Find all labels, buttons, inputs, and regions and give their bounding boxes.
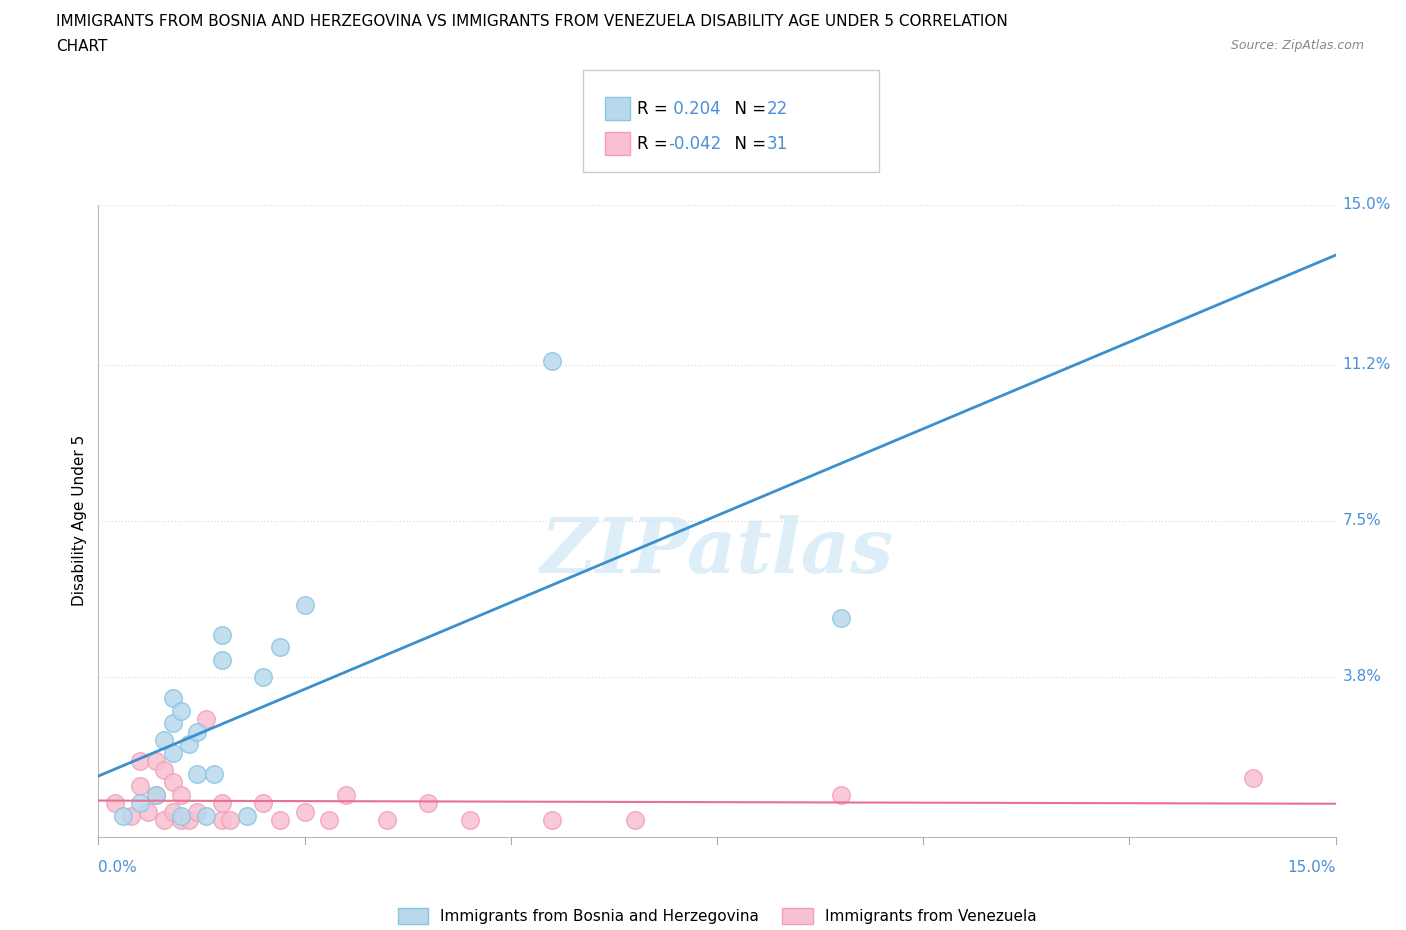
Point (179, 737, 201, 751)
Point (252, 796, 274, 811)
Text: 7.5%: 7.5% (1343, 513, 1382, 528)
Point (186, 804, 208, 819)
Point (162, 804, 184, 819)
Text: 22: 22 (766, 100, 787, 118)
Point (162, 745, 184, 760)
Point (153, 813, 176, 828)
Text: 31: 31 (766, 135, 787, 153)
Point (162, 775, 184, 790)
Point (211, 653, 233, 668)
Point (194, 808, 217, 823)
Point (145, 753, 167, 768)
Point (294, 598, 316, 613)
Point (153, 762, 176, 777)
Point (211, 813, 233, 828)
Point (252, 670, 274, 684)
Point (236, 808, 259, 823)
Point (170, 788, 193, 803)
Point (162, 716, 184, 731)
Point (830, 788, 852, 803)
Point (145, 788, 167, 803)
Y-axis label: Disability Age Under 5: Disability Age Under 5 (72, 435, 87, 606)
Point (170, 703, 193, 718)
Point (186, 766, 208, 781)
Point (375, 813, 398, 828)
Text: IMMIGRANTS FROM BOSNIA AND HERZEGOVINA VS IMMIGRANTS FROM VENEZUELA DISABILITY A: IMMIGRANTS FROM BOSNIA AND HERZEGOVINA V… (56, 14, 1008, 29)
Point (153, 733, 176, 748)
Text: R =: R = (637, 100, 673, 118)
Text: N =: N = (724, 100, 772, 118)
Point (136, 804, 159, 819)
Point (335, 788, 357, 803)
Point (145, 788, 167, 803)
Text: R =: R = (637, 135, 673, 153)
Point (318, 813, 340, 828)
Point (541, 353, 564, 368)
Point (830, 610, 852, 625)
Point (162, 690, 184, 705)
Text: 15.0%: 15.0% (1343, 197, 1391, 212)
Point (120, 808, 142, 823)
Point (211, 796, 233, 811)
Point (202, 766, 225, 781)
Point (112, 808, 135, 823)
Point (128, 779, 150, 794)
Point (128, 796, 150, 811)
Point (170, 808, 193, 823)
Point (623, 813, 645, 828)
Text: 15.0%: 15.0% (1288, 860, 1336, 875)
Point (458, 813, 481, 828)
Point (211, 627, 233, 642)
Point (418, 796, 440, 811)
Text: 3.8%: 3.8% (1343, 670, 1382, 684)
Text: 0.0%: 0.0% (98, 860, 138, 875)
Point (194, 711, 217, 726)
Point (269, 813, 291, 828)
Point (179, 813, 201, 828)
Text: ZIPatlas: ZIPatlas (540, 515, 894, 590)
Point (170, 813, 193, 828)
Text: 11.2%: 11.2% (1343, 357, 1391, 372)
Point (128, 753, 150, 768)
Point (186, 724, 208, 739)
Text: 0.204: 0.204 (668, 100, 720, 118)
Point (1241, 771, 1264, 786)
Point (104, 796, 127, 811)
Text: CHART: CHART (56, 39, 108, 54)
Legend: Immigrants from Bosnia and Herzegovina, Immigrants from Venezuela: Immigrants from Bosnia and Herzegovina, … (391, 902, 1043, 930)
Point (269, 640, 291, 655)
Text: N =: N = (724, 135, 772, 153)
Text: Source: ZipAtlas.com: Source: ZipAtlas.com (1230, 39, 1364, 52)
Point (294, 804, 316, 819)
Text: -0.042: -0.042 (668, 135, 721, 153)
Point (219, 813, 242, 828)
Point (541, 813, 564, 828)
